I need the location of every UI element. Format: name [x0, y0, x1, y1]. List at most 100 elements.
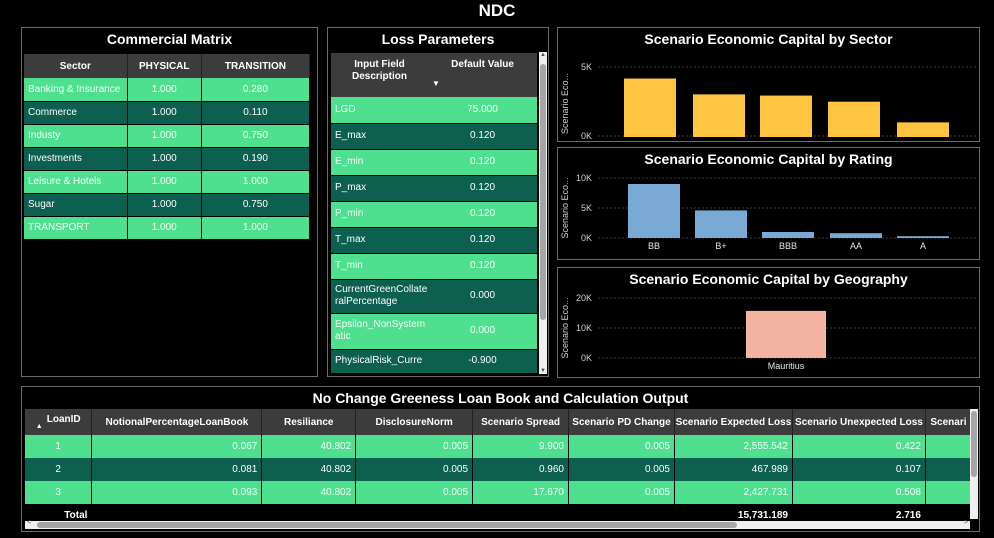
table-cell: 0.005 — [568, 458, 675, 481]
physical-cell: 1.000 — [127, 216, 202, 240]
column-header[interactable]: DisclosureNorm — [355, 409, 474, 435]
chart-bar[interactable] — [897, 236, 949, 238]
x-tick-label: AA — [850, 241, 862, 251]
column-header-default-value[interactable]: Default Value ▼ — [428, 53, 537, 97]
column-header[interactable]: Scenario PD Change — [568, 409, 675, 435]
table-row[interactable]: 3 0.093 40.802 0.005 17.670 0.005 2,427.731 0.5… — [25, 481, 973, 504]
column-header-sector[interactable]: Sector — [24, 54, 128, 78]
chart-bar[interactable] — [746, 310, 826, 358]
loan-book-scrollbar-v[interactable] — [970, 409, 978, 519]
total-row: Total 15,731.189 2.716 — [25, 504, 973, 526]
field-cell: T_min — [331, 253, 428, 280]
table-row[interactable]: TRANSPORT 1.000 1.000 — [24, 216, 311, 240]
table-cell: 0.093 — [91, 481, 263, 504]
x-tick-label: Leisure & Hot... — [823, 140, 885, 142]
field-cell: E_max — [331, 123, 428, 150]
table-row[interactable]: E_min 0.120 — [331, 149, 537, 176]
table-cell: 40.802 — [261, 435, 357, 458]
table-row[interactable]: Banking & Insurance 1.000 0.280 — [24, 78, 311, 102]
field-cell: P_max — [331, 175, 428, 202]
scroll-left-icon[interactable]: < — [27, 519, 32, 526]
field-cell: Epsilon_NonSystematic — [331, 313, 428, 350]
column-header-label: Scenario PD Change — [572, 416, 671, 428]
table-row[interactable]: Epsilon_NonSystematic 0.000 — [331, 313, 537, 350]
chart-bar[interactable] — [830, 233, 882, 238]
table-cell — [925, 458, 973, 481]
loss-parameters-scrollbar[interactable]: ▲ ▼ — [539, 52, 547, 374]
loan-book-scrollbar-h-thumb[interactable] — [37, 522, 737, 528]
table-row[interactable]: 1 0.067 40.802 0.005 9.900 0.005 2,555.542 0.42… — [25, 435, 973, 458]
column-header[interactable]: Scenario Spread — [472, 409, 569, 435]
sector-cell: Sugar — [24, 193, 128, 217]
table-row[interactable]: Commerce 1.000 0.110 — [24, 101, 311, 125]
y-axis-label: Scenario Eco... — [560, 297, 570, 358]
chart-bar[interactable] — [828, 101, 880, 137]
caret-down-icon: ▼ — [432, 79, 440, 88]
commercial-matrix-table: Sector PHYSICAL TRANSITION Banking & Ins… — [24, 54, 311, 240]
field-cell: P_min — [331, 201, 428, 228]
column-header-transition[interactable]: TRANSITION — [201, 54, 311, 78]
table-cell: 0.005 — [355, 458, 474, 481]
scrollbar-thumb[interactable] — [540, 64, 546, 320]
value-cell: 0.120 — [428, 201, 537, 228]
column-header[interactable]: Scenario Unexpected Loss — [792, 409, 926, 435]
value-cell: 0.120 — [428, 175, 537, 202]
chart-bar[interactable] — [760, 95, 812, 137]
table-row[interactable]: Investments 1.000 0.190 — [24, 147, 311, 171]
table-row[interactable]: Sugar 1.000 0.750 — [24, 193, 311, 217]
transition-cell: 0.750 — [201, 124, 311, 148]
table-row[interactable]: T_min 0.120 — [331, 253, 537, 280]
table-row[interactable]: Industy 1.000 0.750 — [24, 124, 311, 148]
column-header[interactable]: Resiliance — [261, 409, 357, 435]
column-header[interactable]: NotionalPercentageLoanBook — [91, 409, 263, 435]
loan-book-scrollbar-h[interactable]: < > — [25, 519, 970, 529]
sector-cell: Investments — [24, 147, 128, 171]
loss-parameters-panel: Loss Parameters Input Field Description … — [327, 27, 549, 377]
geography-chart-panel: Scenario Economic Capital by Geography S… — [557, 267, 980, 378]
loan-book-scrollbar-v-thumb[interactable] — [971, 411, 977, 477]
field-cell: CurrentGreenCollateralPercentage — [331, 279, 428, 314]
table-row[interactable]: Leisure & Hotels 1.000 1.000 — [24, 170, 311, 194]
chart-bar[interactable] — [628, 184, 680, 238]
column-header-label: Resiliance — [284, 416, 334, 428]
table-cell: 1 — [25, 435, 93, 458]
column-header[interactable]: ▲LoanID — [25, 409, 93, 435]
scroll-right-icon[interactable]: > — [963, 519, 968, 526]
table-cell: 2,555.542 — [674, 435, 793, 458]
table-row[interactable]: P_min 0.120 — [331, 201, 537, 228]
chart-bar[interactable] — [624, 78, 676, 137]
chart-bar[interactable] — [695, 210, 747, 238]
field-cell: PhysicalRisk_Curre — [331, 349, 428, 374]
transition-cell: 0.190 — [201, 147, 311, 171]
physical-cell: 1.000 — [127, 147, 202, 171]
table-row[interactable]: PhysicalRisk_Curre -0.900 — [331, 349, 537, 374]
table-row[interactable]: CurrentGreenCollateralPercentage 0.000 — [331, 279, 537, 314]
column-header[interactable]: Scenari — [925, 409, 973, 435]
scroll-up-icon[interactable]: ▲ — [540, 52, 546, 58]
table-cell: 40.802 — [261, 481, 357, 504]
page-title: NDC — [478, 1, 516, 20]
column-header[interactable]: Scenario Expected Loss — [674, 409, 793, 435]
column-header-label: Scenario Unexpected Loss — [795, 416, 923, 428]
scroll-down-icon[interactable]: ▼ — [540, 368, 546, 374]
loan-book-table: ▲LoanID NotionalPercentageLoanBook Resilia… — [25, 409, 973, 526]
table-cell: 3 — [25, 481, 93, 504]
chart-bar[interactable] — [897, 122, 949, 137]
column-header-physical[interactable]: PHYSICAL — [127, 54, 202, 78]
column-header-input-field[interactable]: Input Field Description — [331, 53, 428, 97]
table-cell: 40.802 — [261, 458, 357, 481]
table-row[interactable]: 2 0.081 40.802 0.005 0.960 0.005 467.989 0.107 — [25, 458, 973, 481]
field-cell: LGD — [331, 97, 428, 124]
transition-cell: 1.000 — [201, 216, 311, 240]
table-row[interactable]: LGD 75.000 — [331, 97, 537, 124]
table-row[interactable]: E_max 0.120 — [331, 123, 537, 150]
loan-book-title: No Change Greeness Loan Book and Calcula… — [312, 390, 689, 406]
chart-bar[interactable] — [693, 94, 745, 137]
y-axis-label: Scenario Eco... — [560, 177, 570, 238]
chart-bar[interactable] — [762, 232, 814, 238]
loss-parameters-title: Loss Parameters — [381, 31, 495, 47]
table-row[interactable]: P_max 0.120 — [331, 175, 537, 202]
value-cell: 0.000 — [428, 279, 537, 314]
x-tick-label: A — [920, 241, 926, 251]
table-row[interactable]: T_max 0.120 — [331, 227, 537, 254]
